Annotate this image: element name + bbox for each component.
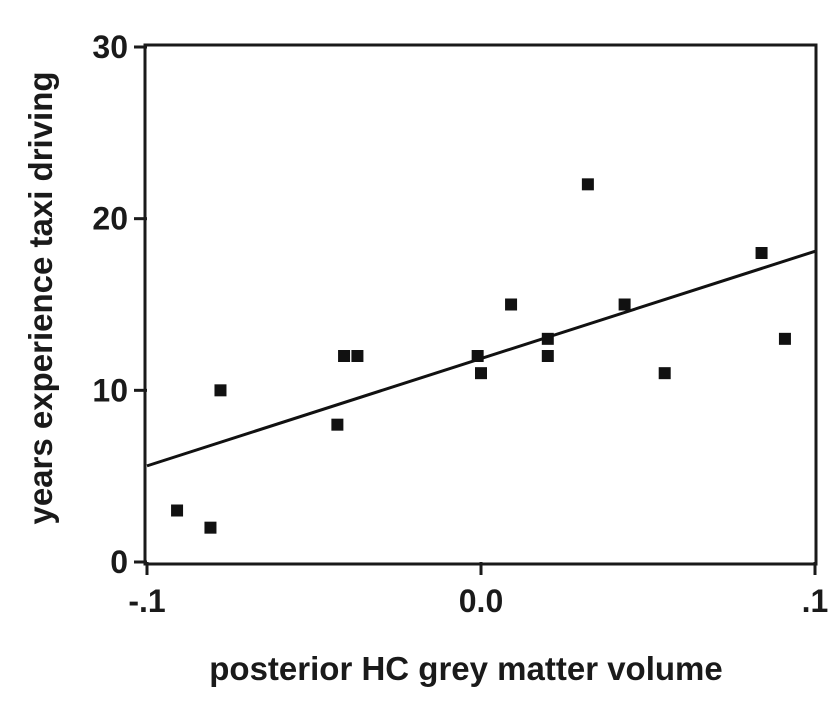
y-axis: 0 10 20 30 bbox=[92, 29, 147, 580]
data-point bbox=[331, 418, 344, 431]
plot-frame bbox=[143, 43, 818, 566]
y-tick-label: 0 bbox=[110, 544, 128, 580]
y-tick-label: 30 bbox=[92, 29, 128, 65]
x-tick-label: 0.0 bbox=[459, 583, 503, 619]
data-point bbox=[204, 521, 217, 534]
y-axis-title: years experience taxi driving bbox=[22, 71, 59, 524]
y-tick-label: 10 bbox=[92, 372, 128, 408]
y-tick-label: 20 bbox=[92, 201, 128, 237]
data-point bbox=[658, 367, 671, 380]
data-point bbox=[471, 350, 484, 362]
data-point bbox=[581, 178, 594, 191]
x-tick-label: .1 bbox=[802, 583, 829, 619]
data-point bbox=[541, 332, 554, 345]
data-point bbox=[338, 350, 351, 362]
data-point bbox=[351, 350, 364, 362]
data-point bbox=[214, 384, 227, 397]
data-point bbox=[475, 367, 487, 380]
data-points bbox=[171, 178, 791, 534]
data-point bbox=[171, 504, 184, 517]
data-point bbox=[755, 247, 768, 259]
data-point bbox=[541, 350, 554, 362]
x-axis-title: posterior HC grey matter volume bbox=[209, 650, 722, 687]
data-point bbox=[505, 298, 518, 311]
data-point bbox=[618, 298, 631, 311]
x-axis: -.1 0.0 .1 bbox=[128, 562, 828, 619]
data-point bbox=[778, 332, 791, 345]
x-tick-label: -.1 bbox=[128, 583, 165, 619]
